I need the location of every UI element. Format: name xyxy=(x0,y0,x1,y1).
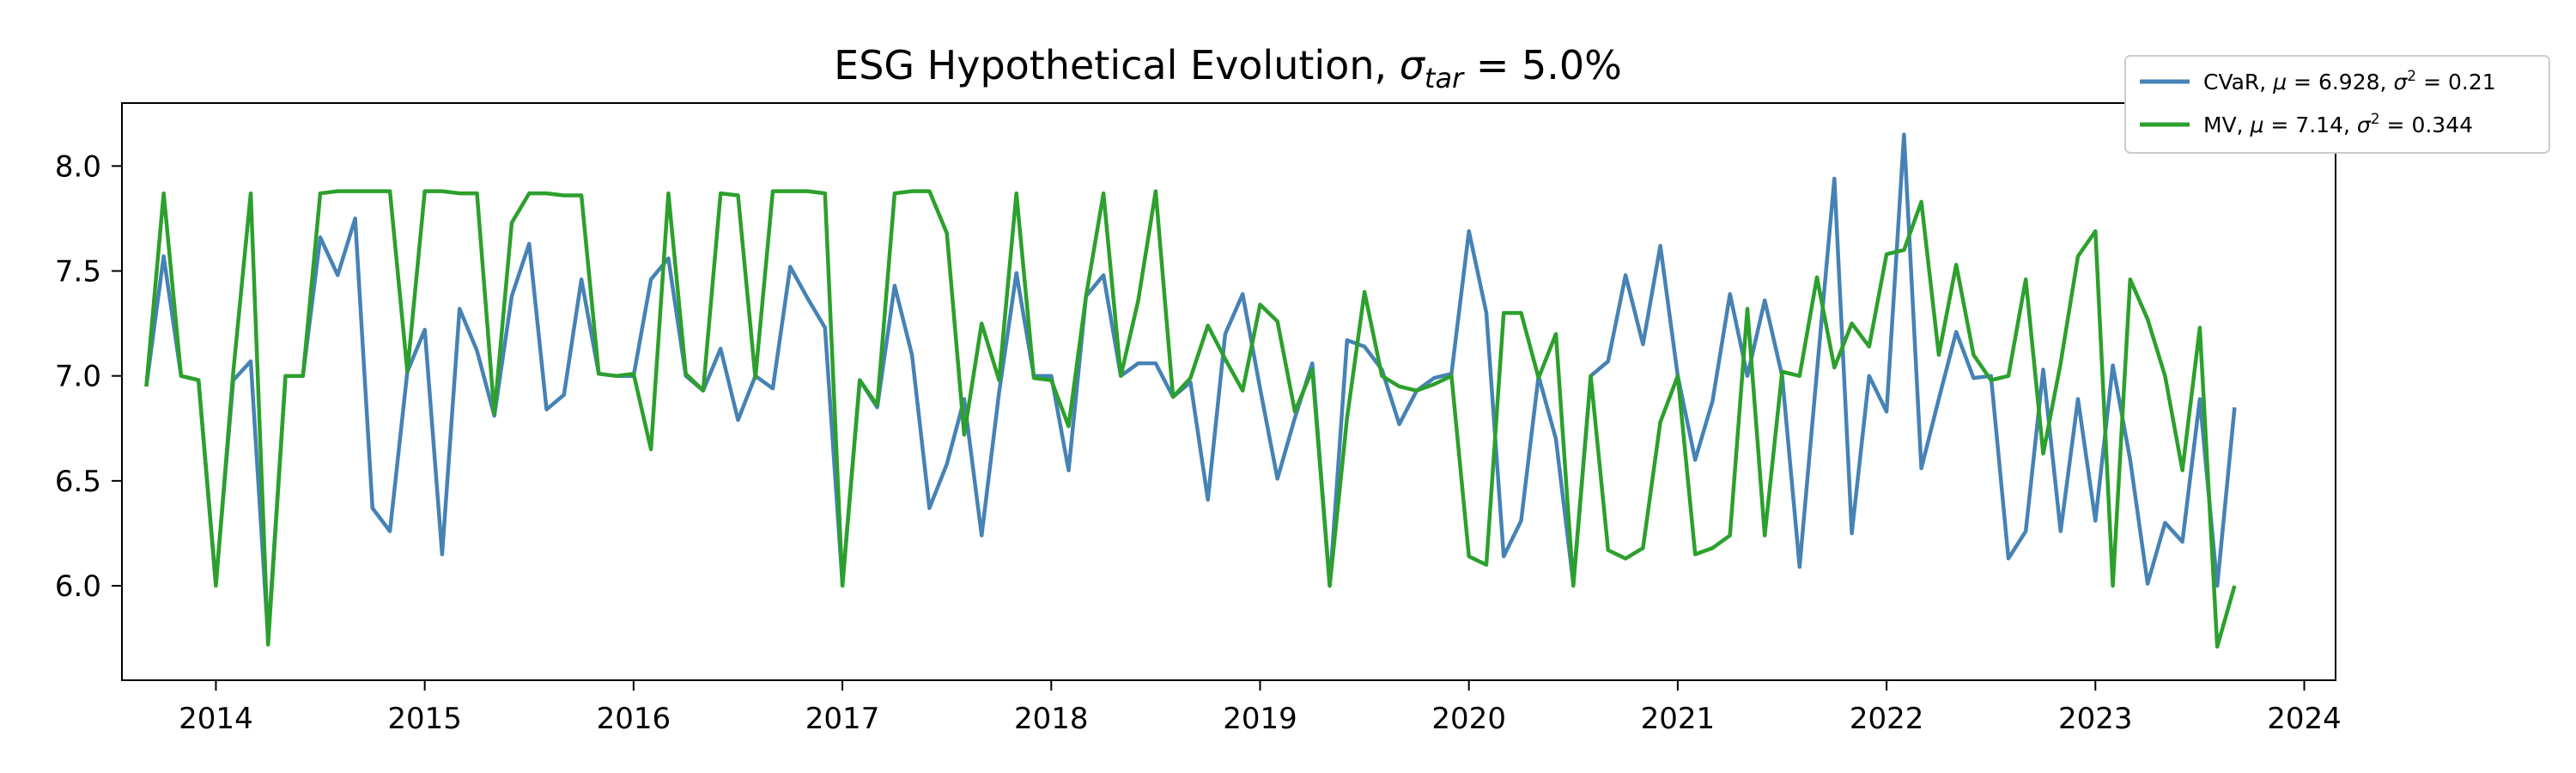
x-tick-label: 2019 xyxy=(1223,702,1297,736)
x-tick-label: 2024 xyxy=(2267,702,2342,736)
y-tick-label: 7.0 xyxy=(55,360,101,394)
y-axis: 6.0 6.5 7.0 7.5 8.0 xyxy=(55,149,122,604)
series-line-mv xyxy=(144,189,2237,649)
legend-label-mv: MV, μ = 7.14, σ2 = 0.344 xyxy=(2203,111,2473,137)
x-tick-label: 2022 xyxy=(1850,702,1924,736)
legend-frame xyxy=(2124,55,2550,154)
x-tick-label: 2020 xyxy=(1431,702,1506,736)
x-axis: 2014 2015 2016 2017 2018 2019 2020 2021 2022 2023… xyxy=(179,680,2342,736)
y-tick-label: 8.0 xyxy=(55,149,101,184)
x-tick-label: 2016 xyxy=(597,702,671,736)
x-tick-label: 2018 xyxy=(1014,702,1089,736)
x-tick-label: 2014 xyxy=(179,702,253,736)
x-tick-label: 2023 xyxy=(2058,702,2133,736)
series-line-cvar xyxy=(144,132,2237,641)
series-layer xyxy=(144,132,2237,649)
x-tick-label: 2017 xyxy=(805,702,880,736)
legend-label-cvar: CVaR, μ = 6.928, σ2 = 0.21 xyxy=(2203,68,2496,94)
y-tick-label: 7.5 xyxy=(55,254,101,289)
chart-title: ESG Hypothetical Evolution, σtar = 5.0% xyxy=(834,42,1622,94)
y-tick-label: 6.0 xyxy=(55,569,101,604)
plot-area-frame xyxy=(121,102,2336,681)
x-tick-label: 2015 xyxy=(387,702,462,736)
legend: CVaR, μ = 6.928, σ2 = 0.21 MV, μ = 7.14,… xyxy=(2124,55,2550,154)
y-tick-label: 6.5 xyxy=(55,465,101,499)
x-tick-label: 2021 xyxy=(1641,702,1716,736)
